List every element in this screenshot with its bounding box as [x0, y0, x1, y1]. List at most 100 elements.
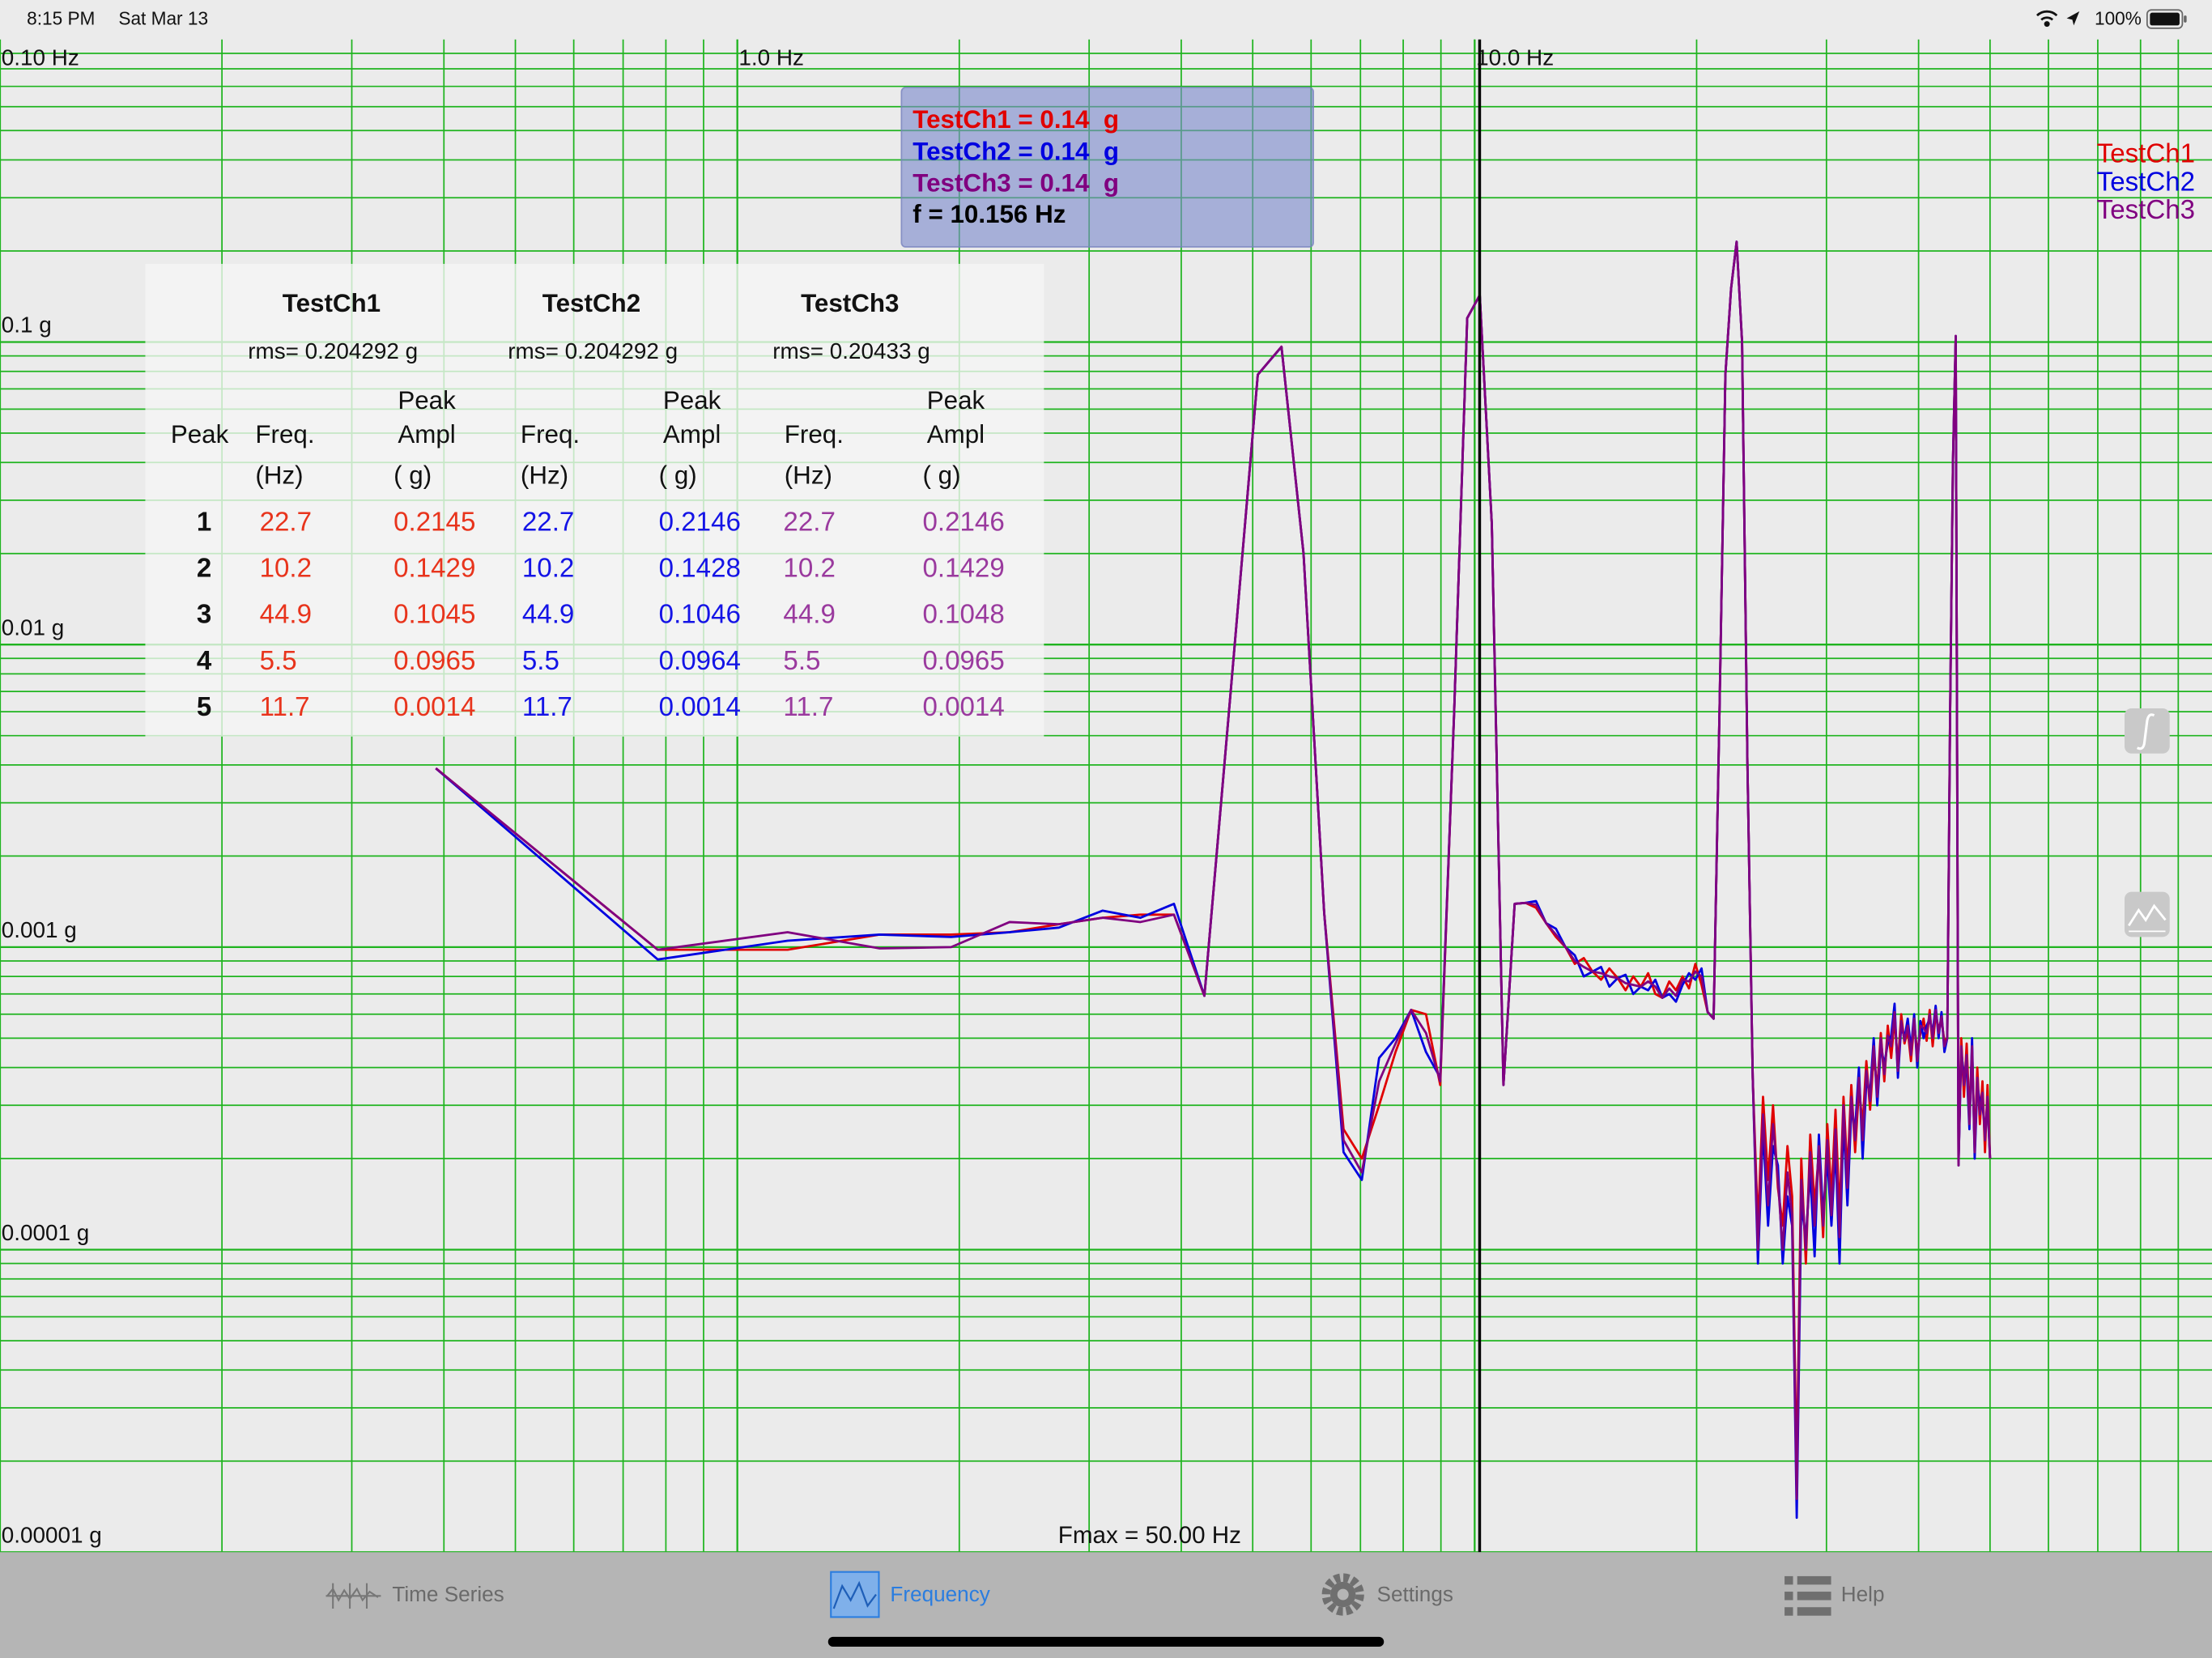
peak-amplitude: 0.1429	[922, 554, 1004, 584]
help-icon[interactable]	[1784, 1575, 1831, 1616]
cursor-frequency: f = 10.156 Hz	[912, 200, 1066, 228]
channel-rms: rms= 0.204292 g	[508, 338, 678, 363]
time-series-icon[interactable]	[325, 1583, 381, 1609]
peak-amplitude: 0.0964	[659, 646, 741, 676]
peak-rank: 3	[197, 600, 211, 630]
peak-amplitude: 0.2145	[393, 507, 475, 537]
battery-icon	[2146, 9, 2187, 29]
x-tick-label: 10.0 Hz	[1476, 45, 1554, 70]
ampl-header: Peak	[398, 386, 456, 414]
channel-name: TestCh3	[801, 289, 899, 317]
series-line	[435, 240, 1992, 1500]
freq-header: Freq.	[785, 420, 844, 449]
peak-table-panel	[145, 263, 1044, 737]
channel-rms: rms= 0.20433 g	[772, 338, 929, 363]
cursor-readout: TestCh3 = 0.14 g	[912, 169, 1119, 198]
peak-frequency: 10.2	[783, 554, 835, 584]
ampl-header: Peak	[927, 386, 985, 414]
peak-rank: 4	[197, 646, 212, 676]
integrate-button[interactable]	[2124, 708, 2170, 754]
location-icon	[2066, 11, 2080, 26]
battery-percent: 100%	[2095, 7, 2142, 28]
freq-header: (Hz)	[785, 461, 832, 489]
fmax-annotation: Fmax = 50.00 Hz	[1058, 1522, 1241, 1549]
x-tick-label: 0.10 Hz	[2, 45, 79, 70]
peak-rank: 2	[197, 554, 211, 584]
peak-frequency: 44.9	[783, 600, 835, 630]
tabs: Time Series Frequency Settings Help	[392, 1582, 1884, 1606]
y-tick-label: 0.001 g	[2, 917, 77, 942]
peak-amplitude: 0.1429	[393, 554, 475, 584]
tab-label[interactable]: Settings	[1377, 1582, 1453, 1606]
peak-amplitude: 0.1048	[922, 600, 1004, 630]
channel-rms: rms= 0.204292 g	[248, 338, 418, 363]
peak-frequency: 5.5	[260, 646, 297, 676]
peak-amplitude: 0.0014	[659, 692, 741, 722]
peak-amplitude: 0.2146	[922, 507, 1004, 537]
peak-amplitude: 0.0965	[393, 646, 475, 676]
freq-header: Freq.	[255, 420, 314, 449]
peak-amplitude: 0.2146	[659, 507, 741, 537]
peak-rank: 5	[197, 692, 211, 722]
ampl-header: Ampl	[398, 420, 455, 449]
cursor-readout: TestCh1 = 0.14 g	[912, 105, 1119, 134]
peak-frequency: 5.5	[783, 646, 820, 676]
plot	[435, 39, 1992, 1553]
freq-header: Freq.	[521, 420, 580, 449]
peak-amplitude: 0.0014	[393, 692, 475, 722]
peak-frequency: 22.7	[522, 507, 574, 537]
y-tick-label: 0.1 g	[2, 312, 52, 338]
status-time: 8:15 PM	[27, 7, 95, 28]
home-indicator	[827, 1636, 1385, 1647]
legend-entry: TestCh2	[2097, 167, 2195, 197]
ampl-header: Ampl	[663, 420, 721, 449]
y-tick-label: 0.01 g	[2, 614, 65, 640]
peak-amplitude: 0.1046	[659, 600, 741, 630]
peak-frequency: 10.2	[522, 554, 574, 584]
ampl-header: Ampl	[927, 420, 985, 449]
y-tick-label: 0.00001 g	[2, 1522, 102, 1547]
peak-frequency: 11.7	[260, 692, 310, 722]
peak-header: Peak	[171, 420, 229, 449]
freq-header: (Hz)	[255, 461, 303, 489]
legend-entry: TestCh1	[2097, 138, 2195, 168]
overlay: 0.10 Hz 1.0 Hz 10.0 Hz 0.1 g 0.01 g 0.001 g 0.…	[2, 45, 2195, 1549]
ampl-header: ( g)	[393, 461, 432, 489]
status-date: Sat Mar 13	[118, 7, 208, 28]
peak-rank: 1	[197, 507, 211, 537]
channel-name: TestCh2	[542, 289, 640, 317]
peak-button[interactable]	[2124, 891, 2170, 937]
tab-label[interactable]: Time Series	[392, 1582, 504, 1606]
ampl-header: ( g)	[659, 461, 697, 489]
ampl-header: ( g)	[922, 461, 960, 489]
cursor-readout: TestCh2 = 0.14 g	[912, 137, 1119, 165]
y-tick-label: 0.0001 g	[2, 1220, 89, 1245]
peak-frequency: 44.9	[522, 600, 574, 630]
peak-frequency: 44.9	[260, 600, 312, 630]
peak-amplitude: 0.1045	[393, 600, 475, 630]
freq-header: (Hz)	[521, 461, 568, 489]
peak-frequency: 5.5	[522, 646, 559, 676]
frequency-icon[interactable]	[830, 1571, 880, 1618]
peak-frequency: 22.7	[260, 507, 312, 537]
channel-name: TestCh1	[283, 289, 381, 317]
peak-amplitude: 0.0014	[922, 692, 1004, 722]
cursor-readout-box	[900, 87, 1314, 248]
peak-frequency: 10.2	[260, 554, 312, 584]
wifi-icon	[2035, 10, 2058, 28]
tab-label[interactable]: Frequency	[890, 1582, 990, 1606]
settings-icon[interactable]	[1321, 1573, 1364, 1616]
peak-frequency: 11.7	[522, 692, 572, 722]
ampl-header: Peak	[663, 386, 721, 414]
tab-label[interactable]: Help	[1841, 1582, 1885, 1606]
peak-frequency: 11.7	[783, 692, 833, 722]
peak-amplitude: 0.0965	[922, 646, 1004, 676]
legend-entry: TestCh3	[2097, 195, 2195, 225]
peak-amplitude: 0.1428	[659, 554, 741, 584]
peak-frequency: 22.7	[783, 507, 835, 537]
series-line	[435, 240, 1992, 1477]
x-tick-label: 1.0 Hz	[738, 45, 804, 70]
